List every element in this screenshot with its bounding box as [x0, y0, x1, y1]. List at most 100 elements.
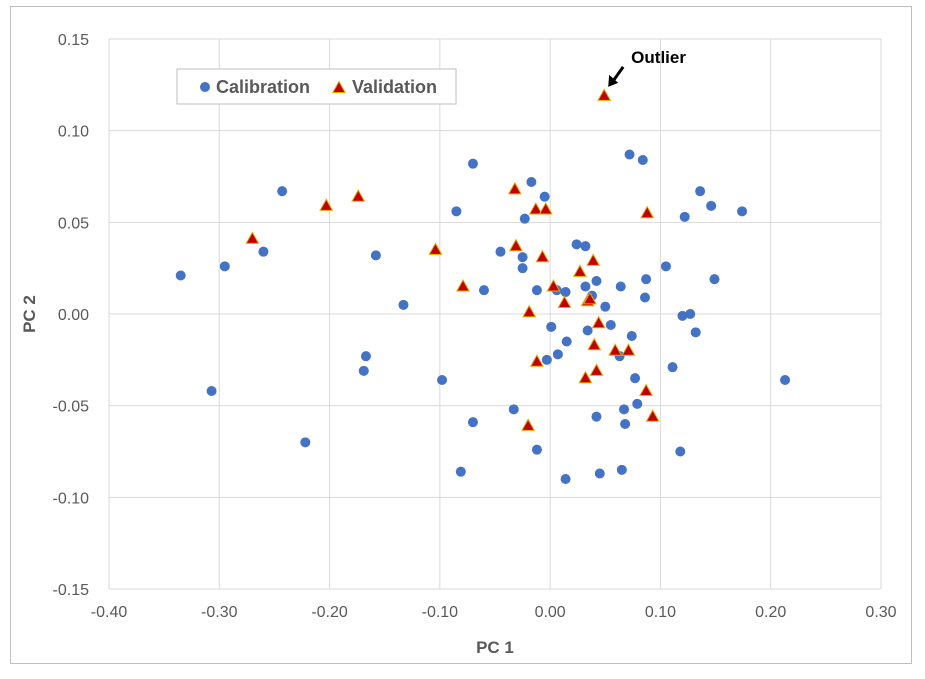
- validation-point: [508, 238, 523, 252]
- calibration-point: [455, 466, 466, 477]
- calibration-point: [620, 419, 631, 429]
- validation-point: [645, 409, 660, 422]
- legend-calibration-marker: [200, 82, 210, 92]
- x-tick-label: -0.30: [201, 604, 238, 621]
- validation-point: [351, 189, 366, 202]
- data-points: [175, 88, 791, 484]
- calibration-point: [539, 191, 550, 202]
- y-tick-label: 0.05: [58, 215, 89, 232]
- y-axis-label: PC 2: [20, 295, 39, 333]
- calibration-point: [605, 320, 616, 330]
- validation-point: [591, 315, 606, 329]
- calibration-point: [639, 292, 650, 303]
- validation-point: [572, 264, 587, 277]
- validation-point: [578, 370, 593, 384]
- validation-point: [587, 337, 602, 351]
- calibration-point: [277, 186, 288, 197]
- validation-point: [507, 181, 522, 195]
- calibration-point: [517, 252, 528, 263]
- calibration-point: [737, 206, 748, 217]
- calibration-point: [594, 468, 605, 479]
- legend-calibration-label: Calibration: [216, 77, 310, 97]
- y-tick-label: -0.15: [53, 582, 90, 599]
- validation-point: [535, 249, 550, 263]
- calibration-point: [641, 274, 652, 285]
- gridlines: [108, 38, 882, 590]
- calibration-point: [690, 327, 701, 338]
- calibration-point: [632, 398, 643, 409]
- calibration-point: [685, 309, 696, 319]
- calibration-point: [517, 263, 528, 274]
- calibration-point: [561, 336, 572, 347]
- y-tick-label: 0.15: [58, 32, 89, 49]
- validation-point: [582, 291, 597, 305]
- validation-point: [529, 354, 544, 367]
- calibration-point: [667, 362, 678, 373]
- calibration-point: [360, 351, 371, 362]
- calibration-point: [552, 349, 563, 360]
- x-tick-label: 0.30: [865, 604, 896, 621]
- chart-frame: -0.40 -0.30 -0.20 -0.10 0.00 0.10 0.20 0.30 0.1…: [10, 6, 912, 664]
- calibration-point: [219, 261, 230, 272]
- calibration-point: [591, 276, 602, 286]
- x-axis-label: PC 1: [476, 638, 514, 657]
- validation-point: [621, 343, 636, 356]
- validation-point: [428, 242, 443, 255]
- calibration-point: [615, 281, 626, 292]
- calibration-point: [531, 285, 542, 296]
- x-tick-label: -0.40: [91, 604, 128, 621]
- calibration-point: [508, 404, 519, 415]
- validation-point: [455, 278, 471, 292]
- calibration-point: [437, 375, 448, 385]
- validation-point: [319, 198, 334, 211]
- outlier-annotation: Outlier: [608, 48, 686, 87]
- scatter-plot: -0.40 -0.30 -0.20 -0.10 0.00 0.10 0.20 0.30 0.1…: [20, 32, 897, 657]
- calibration-point: [526, 177, 537, 187]
- calibration-point: [258, 246, 269, 257]
- calibration-point: [679, 211, 690, 222]
- calibration-point: [616, 464, 627, 475]
- validation-point: [521, 418, 536, 431]
- calibration-point: [571, 239, 582, 250]
- x-tick-label: 0.10: [645, 604, 676, 621]
- legend-validation-marker: [331, 80, 347, 94]
- calibration-point: [600, 301, 611, 312]
- calibration-point: [695, 186, 706, 197]
- calibration-point: [709, 274, 720, 285]
- calibration-point: [675, 446, 686, 457]
- calibration-point: [637, 155, 648, 165]
- calibration-point: [478, 285, 489, 296]
- validation-point: [522, 304, 537, 318]
- x-tick-label: 0.00: [535, 604, 566, 621]
- calibration-point: [619, 404, 630, 415]
- calibration-point: [706, 200, 717, 211]
- validation-point: [640, 205, 655, 219]
- calibration-point: [467, 417, 478, 428]
- validation-point: [639, 383, 654, 397]
- validation-point: [528, 201, 543, 215]
- validation-point: [608, 343, 623, 356]
- calibration-point: [398, 299, 409, 310]
- x-tick-label: 0.20: [755, 604, 786, 621]
- validation-point: [586, 253, 601, 266]
- legend: Calibration Validation: [176, 68, 457, 105]
- outlier-label: Outlier: [631, 48, 686, 67]
- calibration-point: [560, 474, 571, 484]
- calibration-point: [451, 206, 462, 217]
- x-tick-label: -0.20: [311, 604, 348, 621]
- calibration-point: [560, 287, 571, 297]
- x-axis-ticks: -0.40 -0.30 -0.20 -0.10 0.00 0.10 0.20 0.30: [91, 604, 897, 621]
- y-tick-label: 0.10: [58, 124, 89, 141]
- calibration-point: [370, 250, 381, 261]
- validation-point: [245, 231, 260, 244]
- calibration-point: [300, 437, 311, 448]
- validation-point: [589, 363, 604, 376]
- validation-point: [557, 295, 572, 309]
- x-tick-label: -0.10: [422, 604, 459, 621]
- calibration-point: [580, 281, 591, 292]
- calibration-point: [591, 411, 602, 422]
- calibration-point: [531, 444, 542, 455]
- calibration-point: [626, 331, 637, 341]
- y-tick-label: -0.10: [53, 490, 90, 507]
- calibration-point: [175, 270, 186, 281]
